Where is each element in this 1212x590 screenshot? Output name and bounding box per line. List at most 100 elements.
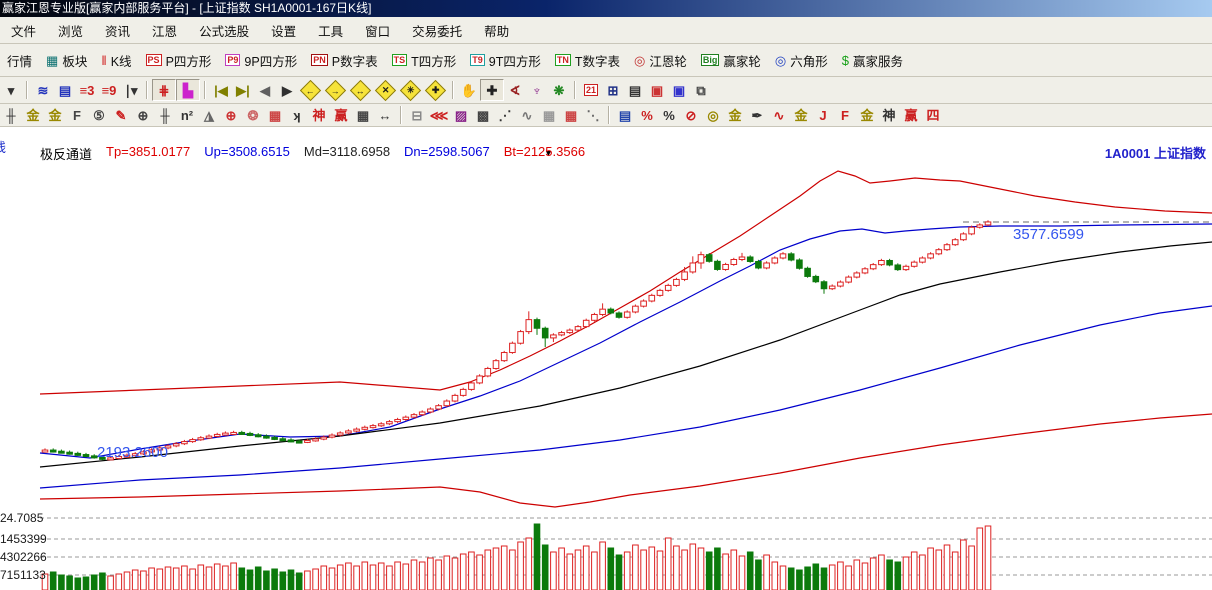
volume-bar [197,564,205,590]
menu-item-settings[interactable]: 设置 [271,24,297,39]
ind-ink-icon[interactable]: ✒ [751,107,763,123]
candle [230,431,237,435]
candle [787,253,795,261]
tool-t-number-table[interactable]: TN T数字表 [548,51,627,70]
gann-spiral-icon[interactable]: ⑤ [93,107,105,123]
crosshair-icon[interactable]: ✚ [480,79,504,101]
menu-item-gann[interactable]: 江恩 [152,24,178,39]
menu-item-browse[interactable]: 浏览 [58,24,84,39]
calendar-icon[interactable]: 21 [583,84,598,96]
menu-item-tools[interactable]: 工具 [318,24,344,39]
ind-redwave-icon[interactable]: ∿ [773,107,785,123]
prev-icon[interactable]: ◀ [260,82,270,98]
save-icon[interactable]: ▣ [650,82,664,98]
ind-gold-ring-icon[interactable]: ◎ [707,107,719,123]
calculator-icon[interactable]: ⊞ [607,82,619,98]
draw-ray-fan-icon[interactable]: ⋘ [429,107,449,123]
tool-winner-service[interactable]: $ 赢家服务 [835,51,910,70]
gann-gold-circle1-icon[interactable]: 金 [26,107,40,123]
gann-target-red-icon[interactable]: ⊕ [225,107,237,123]
angle-tool-icon[interactable]: ∢ [509,82,521,98]
gann-circle-cross-icon[interactable]: ⊕ [137,107,149,123]
tool-p-square[interactable]: PS P四方形 [139,51,219,70]
gann-ying-icon[interactable]: 赢 [334,107,348,123]
ind-gold2-icon[interactable]: 金 [794,107,808,123]
chart3-icon[interactable]: ≡3 [79,82,95,98]
self-list-icon[interactable]: ▤ [58,82,72,98]
gann-n2-icon[interactable]: n² [180,107,194,123]
draw-angle-lines-icon[interactable]: ⋰ [498,107,512,123]
trident-tool-icon[interactable]: ♆ [532,82,542,98]
gann-shen-icon[interactable]: 神 [312,107,326,123]
notepad-icon[interactable]: ▤ [628,82,642,98]
menu-item-file[interactable]: 文件 [11,24,37,39]
hand-tool-icon[interactable]: ✋ [460,82,478,98]
save-as-icon[interactable]: ▣ [672,82,686,98]
indicator-value-bt: Bt=2125.3566 [503,144,586,159]
menu-item-window[interactable]: 窗口 [365,24,391,39]
kline-label: K线 [110,54,132,69]
dropdown-arrow-icon[interactable]: ▾ [7,82,15,98]
ind-percent-icon[interactable]: % [663,107,675,123]
last-page-icon[interactable]: ▶| [236,82,250,98]
draw-grid2-icon[interactable]: ▦ [564,107,578,123]
tool-9p-square[interactable]: P9 9P四方形 [218,51,304,70]
menu-item-help[interactable]: 帮助 [484,24,510,39]
toolbar-separator [204,81,206,99]
candle [156,447,164,451]
gann-comb-icon[interactable]: ╫ [160,107,170,123]
ind-gold-line-icon[interactable]: 金 [728,107,742,123]
ind-ying-line-icon[interactable]: 赢 [904,107,918,123]
tool-sectors[interactable]: ▦ 板块 [39,51,94,70]
flower-tool-icon[interactable]: ❋ [553,82,565,98]
tool-9t-square[interactable]: T9 9T四方形 [463,51,548,70]
wave-tool-icon[interactable]: ≋ [37,82,49,98]
tool-winner-wheel[interactable]: Big 赢家轮 [694,51,768,70]
chart-region[interactable] [0,127,1212,590]
ind-f-line-icon[interactable]: F [841,107,849,123]
first-page-icon[interactable]: |◀ [214,82,228,98]
volume-bar [828,564,836,590]
ind-list-icon[interactable]: ▤ [618,107,632,123]
tool-p-number-table[interactable]: PN P数字表 [304,51,384,70]
tool-hexagon[interactable]: ◎ 六角形 [768,51,835,70]
9t-square-icon: T9 [470,54,485,66]
chart9-icon[interactable]: ≡9 [101,82,117,98]
menu-item-formula-stock-pick[interactable]: 公式选股 [199,24,250,39]
ind-shen-line-icon[interactable]: 神 [882,107,896,123]
gann-redgrid-icon[interactable]: ▦ [268,107,282,123]
draw-dark-box-icon[interactable]: ▩ [476,107,490,123]
tool-kline[interactable]: ‖ K线 [94,51,138,70]
ind-percent-line-icon[interactable]: % [641,107,653,123]
gann-angle-flag-icon[interactable]: ◮ [204,107,214,123]
gann-k-icon[interactable]: ʞ [293,107,301,123]
next-icon[interactable]: ▶ [282,82,292,98]
draw-frame-icon[interactable]: ⊟ [411,107,423,123]
tool-market[interactable]: 行情 [0,51,39,70]
candle [468,382,475,390]
gann-web-icon[interactable]: ❂ [247,107,259,123]
gann-hrange-icon[interactable]: ↔ [378,107,392,123]
draw-grid1-icon[interactable]: ▦ [542,107,556,123]
ind-percent-circle-icon[interactable]: ⊘ [685,107,697,123]
gann-grid-icon[interactable]: ╫ [6,107,16,123]
ind-gold-slope-icon[interactable]: 金 [860,107,874,123]
draw-slash-icon[interactable]: ⋱ [586,107,600,123]
draw-wave-icon[interactable]: ∿ [521,107,533,123]
tool-gann-wheel[interactable]: ◎ 江恩轮 [627,51,694,70]
gann-number-grid-icon[interactable]: ▦ [356,107,370,123]
menu-item-trade-entrust[interactable]: 交易委托 [412,24,463,39]
draw-purple-box-icon[interactable]: ▨ [454,107,468,123]
menu-item-news[interactable]: 资讯 [105,24,131,39]
export-icon[interactable]: ⧉ [696,82,706,98]
candle-dropdown-icon[interactable]: ∣▾ [124,82,138,98]
ind-j-line-icon[interactable]: J [819,107,827,123]
volume-bar [222,565,229,590]
histogram-icon[interactable]: ▙ [176,79,200,101]
gann-f-grid-icon[interactable]: F [73,107,81,123]
tool-t-square[interactable]: TS T四方形 [385,51,464,70]
ind-si-icon[interactable]: 四 [926,107,940,123]
gann-gold-circle2-icon[interactable]: 金 [48,107,62,123]
gann-pen-icon[interactable]: ✎ [115,107,127,123]
kchart-icon[interactable]: ⋕ [152,79,176,101]
